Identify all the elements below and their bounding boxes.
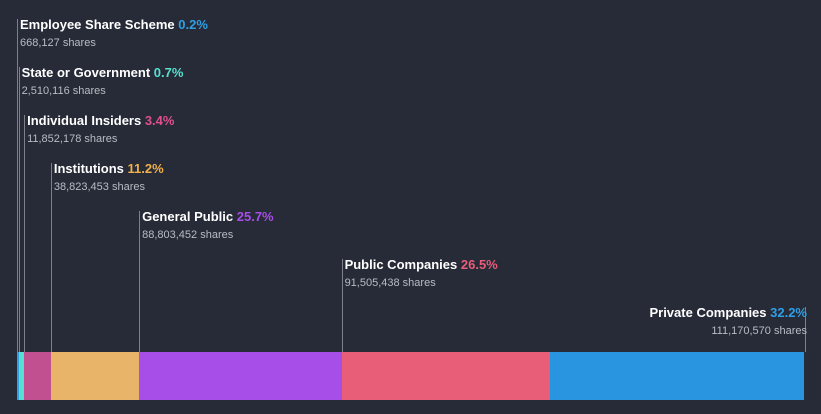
category-text: Individual Insiders (27, 113, 145, 128)
shares-count: 111,170,570 shares (711, 325, 807, 337)
segment-label-1: Employee Share Scheme 0.2% 668,127 shares (20, 17, 208, 50)
segment-label-3: Individual Insiders 3.4% 11,852,178 share… (27, 113, 174, 146)
leader-line-2 (18, 67, 20, 352)
bar-segment-6 (341, 352, 551, 400)
bar-segment-4 (50, 352, 140, 400)
category-name: Public Companies 26.5% (345, 257, 498, 273)
bar-segment-2 (18, 352, 25, 400)
leader-line-6 (341, 259, 343, 352)
bar-segment-1 (17, 352, 19, 400)
shares-count: 11,852,178 shares (27, 133, 118, 145)
shares-count: 38,823,453 shares (53, 181, 145, 193)
segment-label-6: Public Companies 26.5% 91,505,438 shares (345, 257, 498, 290)
bar-segment-5 (139, 352, 342, 400)
segment-label-2: State or Government 0.7% 2,510,116 shares (22, 65, 184, 98)
category-name: Institutions 11.2% (54, 161, 164, 177)
category-name: Private Companies 32.2% (649, 305, 807, 321)
percent-label: 0.7% (153, 65, 184, 80)
bar-segment-3 (24, 352, 51, 400)
percent-label: 0.2% (178, 17, 208, 32)
category-name: Employee Share Scheme 0.2% (20, 17, 208, 33)
percent-label: 3.4% (144, 113, 175, 128)
shares-count: 88,803,452 shares (142, 229, 234, 241)
percent-label: 11.2% (127, 161, 164, 176)
segment-label-7: Private Companies 32.2% 111,170,570 share… (649, 305, 807, 338)
category-text: Employee Share Scheme (20, 17, 179, 32)
percent-label: 25.7% (236, 209, 274, 224)
category-text: General Public (142, 209, 237, 224)
category-name: State or Government 0.7% (22, 65, 184, 81)
percent-label: 26.5% (460, 257, 498, 272)
category-name: General Public 25.7% (142, 209, 274, 225)
leader-line-4 (50, 163, 52, 352)
shares-count: 668,127 shares (20, 37, 96, 49)
percent-label: 32.2% (770, 305, 807, 320)
leader-line-1 (17, 19, 18, 352)
shares-count: 91,505,438 shares (344, 277, 436, 289)
segment-label-4: Institutions 11.2% 38,823,453 shares (54, 161, 164, 194)
leader-line-5 (139, 211, 141, 352)
category-name: Individual Insiders 3.4% (27, 113, 174, 129)
category-text: State or Government (21, 65, 154, 80)
category-text: Institutions (53, 161, 128, 176)
category-text: Private Companies (649, 305, 771, 320)
leader-line-3 (24, 115, 26, 352)
shares-count: 2,510,116 shares (21, 85, 106, 97)
segment-label-5: General Public 25.7% 88,803,452 shares (142, 209, 274, 242)
category-text: Public Companies (344, 257, 461, 272)
bar-segment-7 (550, 352, 804, 400)
leader-line-7 (805, 307, 806, 352)
